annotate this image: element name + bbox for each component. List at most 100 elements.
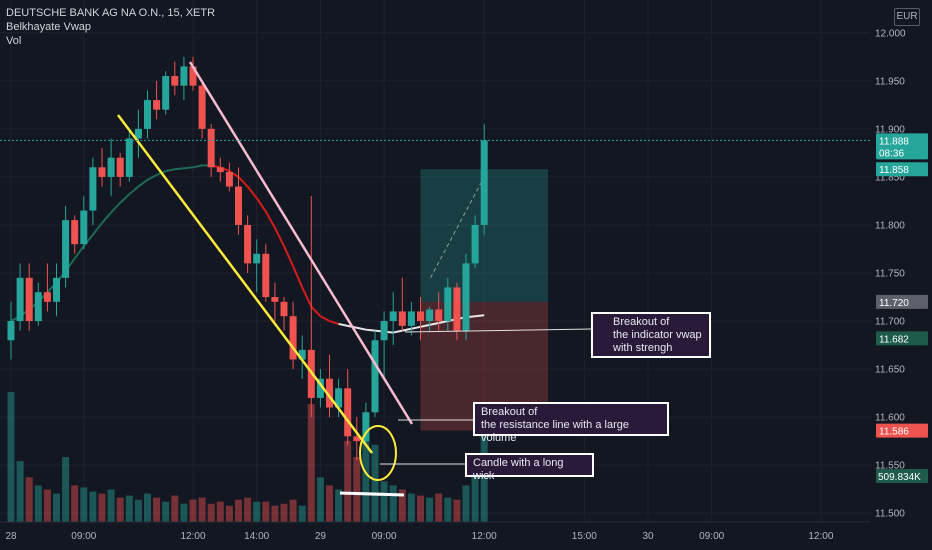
candle-body [271,297,279,302]
candle-body [453,287,461,331]
volume-bar [34,485,42,522]
vwap-segment [283,245,295,267]
volume-bar [280,503,288,522]
time-tick-label: 12:00 [472,531,497,542]
candle-body [98,167,106,177]
candle-body [289,316,297,360]
vwap-segment [402,327,412,332]
candle-body [16,277,24,322]
resistance-trend-line [188,61,414,425]
annotation-line: Breakout of [481,406,538,418]
annotation-resistance-breakout: Breakout of the resistance line with a l… [473,402,669,444]
vwap-segment [392,329,403,334]
volume-bar [380,481,388,522]
volume-bar [225,505,233,522]
volume-label[interactable]: Vol [6,35,22,47]
time-tick-label: 09:00 [372,531,397,542]
low-marker-line [339,491,405,497]
vwap-segment [292,265,304,288]
price-tick-label: 11.500 [875,509,905,520]
wick-highlight-circle [359,425,397,481]
candle-body [471,224,479,264]
candle-body [80,210,88,245]
candle-body [162,76,170,110]
candle-body [462,263,470,331]
volume-bar [253,501,261,522]
vwap-segment [356,326,367,331]
vwap-segment [474,314,485,318]
volume-bar [389,485,397,522]
position-path-line [430,176,485,279]
candle-body [244,224,252,264]
candle-body [435,309,443,322]
volume-bar [125,495,133,522]
candle-body [398,311,406,326]
volume-label-tag [876,469,928,483]
annotation-line: the resistance line with a large volume [481,419,629,444]
volume-bar [371,444,379,522]
volume-bar [307,404,315,522]
symbol-title[interactable]: DEUTSCHE BANK AG NA O.N., 15, XETR [6,7,216,19]
volume-bar [262,501,270,522]
candle-body [207,128,215,168]
time-tick-label: 30 [642,531,654,542]
candle-body [216,167,224,173]
chart-legend: DEUTSCHE BANK AG NA O.N., 15, XETR Belkh… [6,6,215,48]
volume-bar [435,493,443,522]
time-tick-label: 28 [5,531,17,542]
price-label-tag [876,423,928,438]
price-label-tag [876,331,928,346]
volume-bar [153,497,161,522]
volume-bar [471,465,479,522]
vwap-segment [310,305,322,317]
volume-bar [335,489,343,522]
time-tick-label: 14:00 [244,531,269,542]
currency-badge[interactable]: EUR [894,8,920,26]
vwap-segment [73,245,85,260]
vwap-segment [329,320,339,325]
candle-body [371,340,379,413]
volume-bar [353,457,361,522]
time-tick-label: 15:00 [572,531,597,542]
candle-body [53,277,60,302]
volume-bar [16,461,24,522]
candle-body [107,157,115,177]
time-tick-label: 09:00 [699,531,724,542]
price-label-countdown: 08:36 [879,148,904,159]
volume-bar [134,499,142,522]
volume-bar [271,505,279,522]
price-label-text: 11.720 [879,298,909,309]
vwap-segment [110,202,121,214]
volume-bar [444,497,452,522]
vwap-segment [420,323,430,328]
annotation-line: with strengh [613,342,673,354]
candle-body [417,311,424,322]
time-axis [0,522,870,550]
annotation-vwap-breakout: Breakout of the indicator vwap with stre… [591,312,711,358]
volume-bar [189,499,197,522]
volume-bar [171,495,179,522]
volume-bar [417,495,424,522]
volume-bar [289,499,297,522]
candle-body [298,349,306,360]
volume-bar [398,489,406,522]
price-label-text: 11.858 [879,165,909,176]
volume-bar [426,497,434,522]
annotation-line: the indicator vwap [613,329,702,341]
volume-bar [316,477,324,522]
vwap-segment [119,193,130,204]
time-tick-label: 12:00 [180,531,205,542]
candle-body [144,100,151,129]
candle-body [25,277,33,322]
price-label-text: 11.888 [879,136,909,147]
volume-label-text: 509.834K [878,472,921,483]
support-trend-line [117,114,373,454]
candle-body [335,388,343,408]
price-tick-label: 11.900 [875,124,905,135]
vwap-segment [264,211,276,229]
candle-body [71,220,79,245]
vwap-segment [411,325,421,330]
indicator-label[interactable]: Belkhayate Vwap [6,21,91,33]
price-axis [870,0,932,550]
vwap-segment [128,185,140,195]
